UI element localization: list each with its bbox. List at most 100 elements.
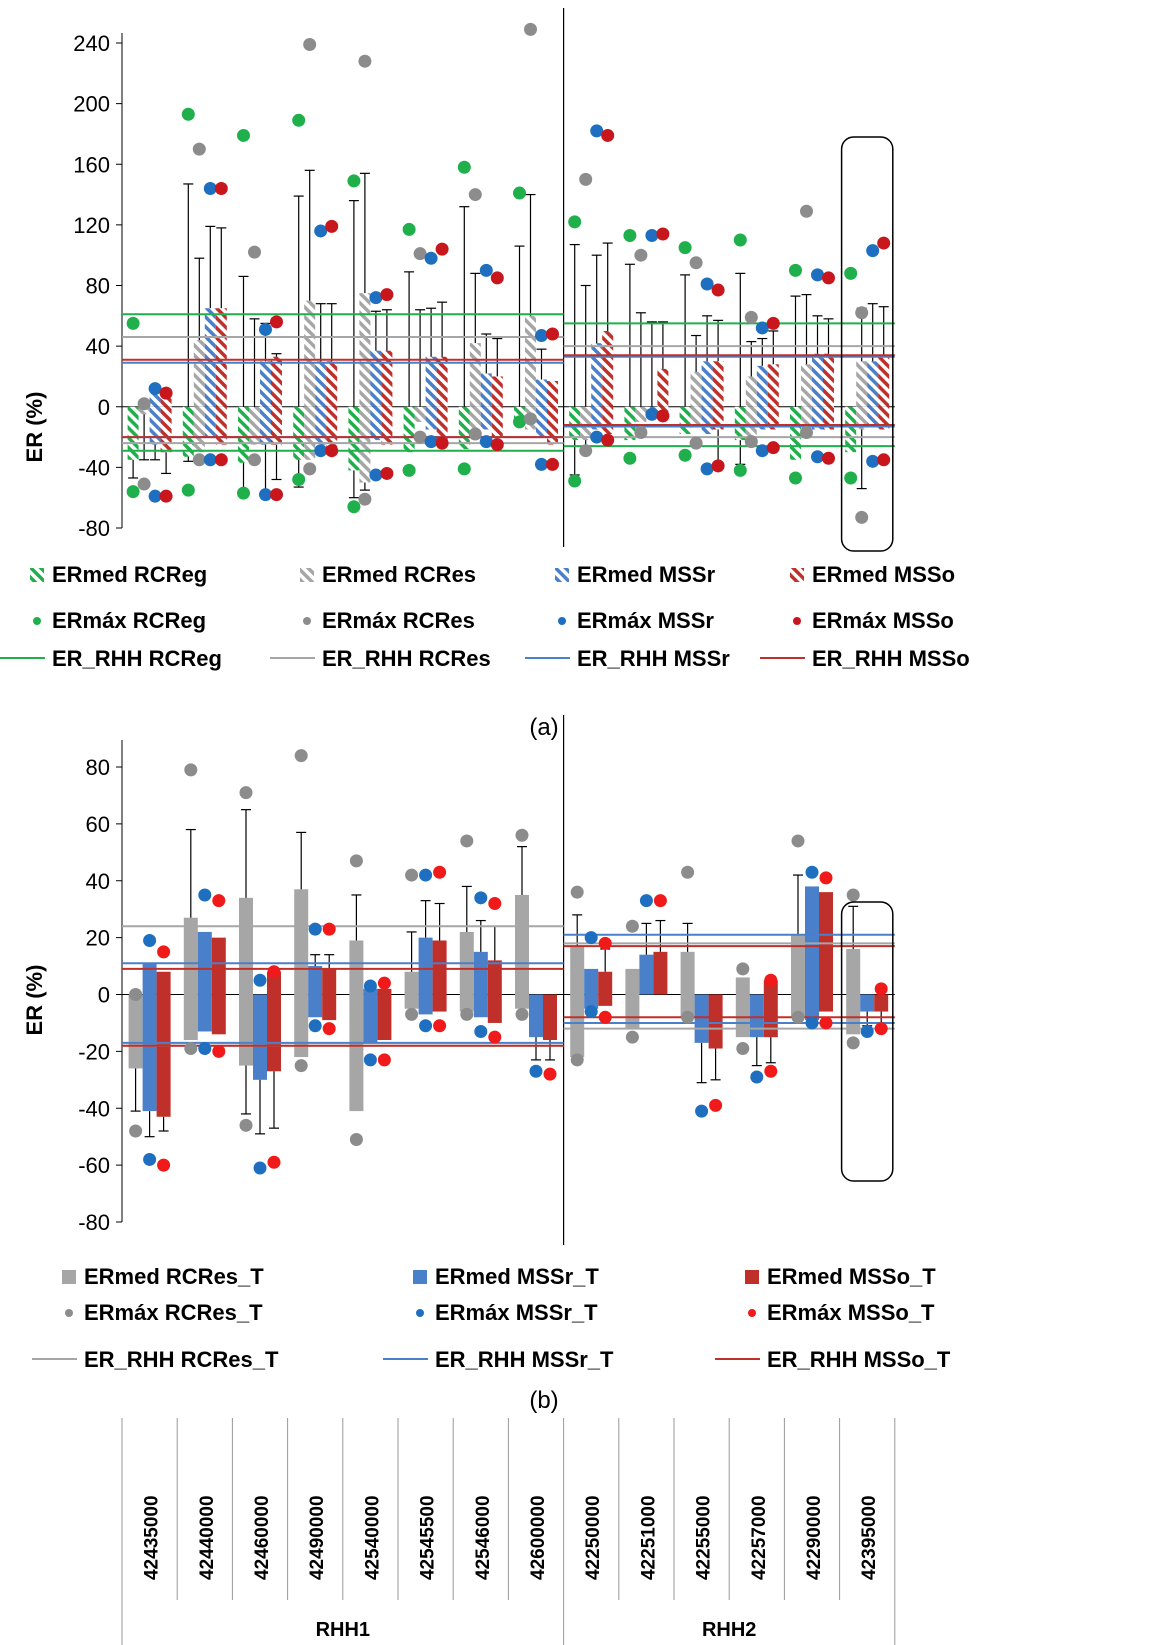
category-label: 42255000 bbox=[694, 1495, 715, 1580]
chart-a-legend-label: ERmáx MSSr bbox=[577, 608, 714, 633]
chart-a-dot-RCRes-min bbox=[689, 436, 703, 450]
chart-b-bar-MSSr_T-neg bbox=[749, 994, 764, 1038]
chart-a-bar-RCRes-neg bbox=[856, 406, 868, 430]
chart-b-bar-MSSr_T-neg bbox=[529, 994, 543, 1038]
chart-b-bar-RCRes_T-pos bbox=[680, 951, 695, 995]
chart-a-bar-MSSr-neg bbox=[867, 406, 879, 425]
chart-a-dot-MSSr-min bbox=[424, 435, 438, 449]
chart-b-dot-RCRes_T-max bbox=[294, 749, 308, 763]
chart-b-bar-MSSr_T-neg bbox=[142, 994, 157, 1112]
chart-b-dot-RCRes_T-min bbox=[681, 1010, 695, 1024]
chart-a-dot-RCRes-min bbox=[800, 426, 813, 440]
chart-b-bar-RCRes_T-pos bbox=[239, 897, 253, 995]
chart-a-bar-RCRes-pos bbox=[469, 343, 481, 407]
chart-a-bar-MSSr-pos bbox=[260, 361, 271, 407]
chart-a-dot-RCRes-min bbox=[303, 462, 317, 476]
chart-a-bar-MSSo-neg bbox=[326, 406, 338, 450]
chart-a-bar-MSSo-neg bbox=[547, 406, 558, 445]
chart-b-dot-MSSo_T-max bbox=[267, 965, 281, 979]
chart-a-bar-MSSo-pos bbox=[491, 376, 503, 407]
chart-a-dot-MSSr-min bbox=[590, 430, 604, 444]
chart-b-legend-dot-RCRes_T bbox=[65, 1309, 73, 1317]
chart-a-dot-RCRes-max bbox=[744, 310, 758, 324]
chart-b-dot-RCRes_T-min bbox=[184, 1042, 198, 1056]
chart-a-bar-RCReg-neg bbox=[569, 406, 581, 441]
chart-a-bar-MSSr-pos bbox=[536, 379, 547, 407]
chart-a-bar-RCRes-neg bbox=[414, 406, 426, 422]
chart-a-bar-RCRes-neg bbox=[304, 406, 316, 460]
chart-a-dot-MSSr-min bbox=[811, 450, 824, 464]
chart-a-dot-MSSo-max bbox=[325, 219, 339, 233]
chart-b-dot-MSSo_T-max bbox=[874, 982, 888, 996]
chart-a-bar-MSSr-pos bbox=[204, 308, 216, 407]
chart-b-bar-RCRes_T-neg bbox=[404, 994, 419, 1009]
chart-b-bar-RCRes_T-neg bbox=[570, 994, 585, 1058]
chart-b-bar-RCRes_T-neg bbox=[128, 994, 143, 1069]
chart-b-dot-RCRes_T-max bbox=[460, 834, 474, 848]
chart-b-legend-label: ERmáx MSSr_T bbox=[435, 1300, 598, 1325]
chart-a-dot-MSSr-min bbox=[203, 453, 217, 467]
chart-a-legend-label: ERmed RCRes bbox=[322, 562, 476, 587]
chart-a-dot-MSSr-min bbox=[700, 462, 714, 476]
chart-a-bar-RCRes-neg bbox=[138, 406, 150, 415]
chart-b-dot-RCRes_T-min bbox=[570, 1053, 584, 1067]
chart-a-dot-RCReg-min bbox=[844, 471, 858, 485]
chart-a-dot-MSSr-max bbox=[535, 329, 548, 343]
chart-b-dot-MSSr_T-min bbox=[695, 1104, 709, 1118]
chart-a-bar-RCReg-neg bbox=[458, 406, 470, 450]
chart-a-legend-dot-RCReg bbox=[33, 617, 41, 625]
chart-a-dot-RCReg-min bbox=[237, 486, 250, 500]
chart-b-dot-RCRes_T-min bbox=[405, 1007, 419, 1021]
chart-b-dot-MSSr_T-max bbox=[143, 933, 157, 947]
chart-b-bar-MSSr_T-neg bbox=[363, 994, 378, 1043]
chart-a-bar-MSSo-neg bbox=[436, 406, 448, 445]
chart-b-dot-RCRes_T-min bbox=[625, 1030, 639, 1044]
chart-a-dot-MSSr-max bbox=[148, 382, 162, 396]
chart-a-bar-RCReg-neg bbox=[790, 406, 801, 460]
chart-b-bar-RCRes_T-neg bbox=[791, 994, 805, 1018]
chart-b-dot-MSSo_T-max bbox=[212, 894, 226, 908]
chart-a-dot-RCReg-max bbox=[568, 215, 582, 229]
chart-a-bar-MSSr-neg bbox=[812, 406, 823, 430]
chart-b-y-tick-label: 60 bbox=[86, 812, 110, 837]
chart-a-bar-RCReg-neg bbox=[845, 406, 857, 453]
chart-a-dot-RCRes-max bbox=[689, 256, 703, 270]
chart-a-bar-MSSr-neg bbox=[756, 406, 768, 430]
chart-b-bar-MSSo_T-neg bbox=[874, 994, 889, 1012]
chart-b-bar-RCRes_T-neg bbox=[183, 994, 198, 1040]
chart-b-bar-MSSr_T-pos bbox=[418, 937, 433, 995]
chart-b-dot-MSSr_T-min bbox=[253, 1161, 267, 1175]
chart-a-bar-MSSo-neg bbox=[381, 406, 393, 445]
chart-a-dot-MSSo-min bbox=[822, 451, 835, 465]
chart-b-dot-MSSo_T-max bbox=[377, 976, 391, 990]
chart-b-bar-MSSr_T-pos bbox=[473, 951, 488, 995]
chart-a-bar-MSSr-neg bbox=[701, 406, 713, 435]
chart-a: -80 -40 0 40 80 120 160 200 240 ER (%) ERmed RCR… bbox=[0, 8, 970, 741]
chart-a-y-tick-label: 120 bbox=[73, 213, 110, 238]
chart-b-bar-MSSr_T-neg bbox=[584, 994, 599, 1009]
chart-a-bar-MSSo-pos bbox=[381, 350, 393, 407]
chart-b-dot-MSSo_T-min bbox=[874, 1022, 888, 1036]
chart-b-dot-MSSo_T-min bbox=[322, 1022, 336, 1036]
chart-b-bar-RCRes_T-neg bbox=[680, 994, 695, 1018]
chart-a-bar-MSSo-pos bbox=[823, 353, 834, 407]
category-label: 42460000 bbox=[252, 1495, 273, 1580]
chart-b-dot-MSSr_T-min bbox=[308, 1019, 322, 1033]
chart-a-bar-MSSr-pos bbox=[370, 350, 382, 407]
chart-b-dot-RCRes_T-min bbox=[460, 1007, 474, 1021]
chart-a-dot-RCRes-max bbox=[358, 54, 372, 68]
chart-a-bar-MSSr-pos bbox=[756, 365, 768, 407]
chart-a-y-tick-label: -40 bbox=[78, 455, 110, 480]
chart-a-legend: ERmed RCReg ERmed RCRes ERmed MSSr ERmed MS… bbox=[0, 562, 970, 671]
chart-a-dot-MSSo-max bbox=[601, 128, 615, 142]
chart-b-dot-MSSr_T-min bbox=[419, 1019, 433, 1033]
chart-a-legend-label: ERmed RCReg bbox=[52, 562, 207, 587]
chart-a-dot-RCReg-max bbox=[844, 266, 858, 280]
chart-b-bar-RCRes_T-pos bbox=[791, 934, 805, 995]
chart-a-dot-RCReg-max bbox=[402, 222, 416, 236]
chart-a-legend-dot-MSSo bbox=[793, 617, 801, 625]
chart-a-dot-RCReg-min bbox=[789, 471, 802, 485]
chart-a-bar-MSSr-neg bbox=[370, 406, 382, 441]
category-label: 42251000 bbox=[638, 1495, 659, 1580]
chart-b-dot-MSSo_T-max bbox=[598, 936, 612, 950]
